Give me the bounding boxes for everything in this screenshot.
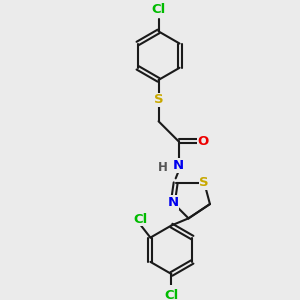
Text: Cl: Cl	[133, 213, 148, 226]
Text: H: H	[158, 161, 168, 174]
Text: N: N	[167, 196, 178, 209]
Text: Cl: Cl	[164, 289, 178, 300]
Text: Cl: Cl	[152, 4, 166, 16]
Text: S: S	[154, 93, 164, 106]
Text: N: N	[173, 159, 184, 172]
Text: O: O	[197, 135, 208, 148]
Text: S: S	[200, 176, 209, 189]
